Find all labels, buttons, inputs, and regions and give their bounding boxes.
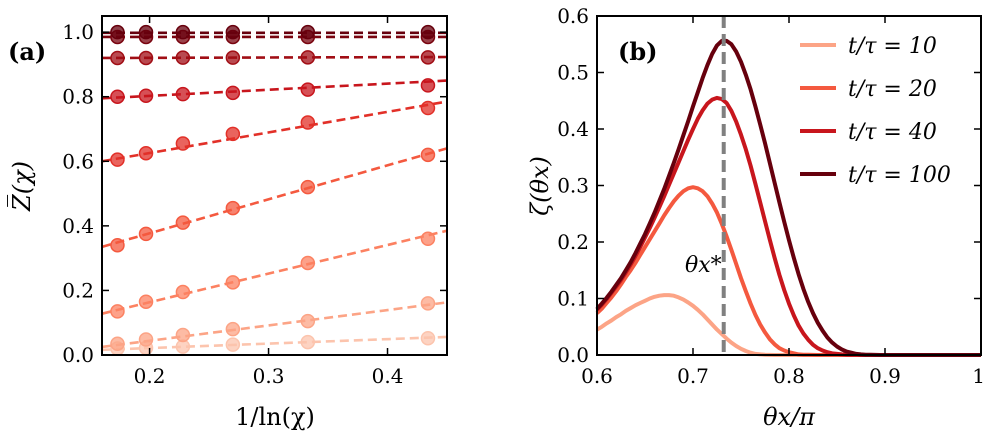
- panel-a: 0.2 0.3 0.40.00.20.40.60.81.0 (a) 1/ln(χ) …: [8, 15, 448, 431]
- data-point-1-3: [225, 321, 241, 337]
- panel-b-legend: t/τ = 10 t/τ = 20 t/τ = 40 t/τ = 100: [800, 34, 951, 188]
- data-point-3-3: [225, 200, 241, 216]
- data-point-4-1: [138, 145, 154, 161]
- a-xtick-label: 0.3: [253, 364, 285, 388]
- b-xtick-label: 0.6: [581, 364, 613, 388]
- panel-b-label: (b): [618, 37, 658, 66]
- theta-star-annotation: θx*: [685, 253, 722, 278]
- a-ytick-label: 0.4: [62, 214, 94, 238]
- data-point-8-5: [420, 24, 436, 40]
- data-point-4-2: [175, 136, 191, 151]
- data-point-6-4: [300, 50, 316, 65]
- fit-line-4: [101, 100, 448, 163]
- legend-label-0: t/τ = 10: [848, 34, 937, 59]
- data-point-4-3: [225, 126, 241, 142]
- data-point-8-1: [138, 24, 154, 40]
- b-ytick-label: 0.4: [557, 117, 589, 141]
- data-point-5-2: [175, 86, 191, 102]
- panel-b-ticks: 0.6 0.7 0.8 0.9 1 0.0 0.1 0.2 0.3 0.4 0.5 0.6: [557, 4, 985, 388]
- data-point-5-0: [110, 89, 125, 104]
- data-point-0-3: [225, 337, 241, 352]
- data-point-6-3: [225, 50, 241, 65]
- a-ytick-label: 0.0: [62, 343, 94, 367]
- data-point-5-4: [300, 82, 316, 97]
- fit-line-6: [101, 55, 448, 60]
- data-point-0-5: [420, 330, 436, 346]
- a-xtick-label: 0.2: [134, 364, 166, 388]
- data-point-2-0: [110, 304, 125, 319]
- data-point-1-1: [138, 332, 154, 347]
- panel-b-xlabel: θx/π: [763, 403, 816, 431]
- panel-b-ylabel: ζ(θx): [526, 156, 554, 216]
- b-ytick-label: 0.0: [557, 343, 589, 367]
- data-point-5-5: [420, 78, 436, 93]
- a-ytick-label: 0.2: [62, 278, 94, 302]
- data-point-2-2: [175, 284, 191, 300]
- data-point-5-3: [225, 85, 241, 101]
- data-point-6-5: [420, 50, 436, 65]
- data-point-5-1: [138, 88, 154, 103]
- a-ytick-label: 0.8: [62, 85, 94, 109]
- data-point-3-2: [175, 215, 191, 230]
- data-point-3-4: [300, 179, 316, 195]
- data-point-6-1: [138, 50, 154, 66]
- panel-a-series: [101, 24, 448, 356]
- fit-line-1: [101, 301, 448, 349]
- data-point-6-2: [175, 50, 191, 65]
- data-point-1-4: [300, 313, 316, 329]
- panel-a-xlabel: 1/ln(χ): [235, 403, 315, 431]
- fit-line-2: [101, 229, 448, 315]
- fit-line-0: [101, 335, 448, 352]
- a-ytick-label: 1.0: [62, 20, 94, 44]
- legend-label-2: t/τ = 40: [848, 120, 937, 145]
- data-point-8-0: [110, 24, 125, 40]
- data-point-2-5: [420, 231, 436, 247]
- data-point-3-5: [420, 147, 436, 163]
- legend-label-1: t/τ = 20: [848, 77, 937, 102]
- b-ytick-label: 0.1: [557, 287, 589, 311]
- b-xtick-label: 0.9: [869, 364, 901, 388]
- data-point-1-2: [175, 327, 191, 343]
- data-point-0-4: [300, 334, 316, 350]
- data-point-1-0: [110, 336, 125, 351]
- data-point-2-4: [300, 255, 316, 271]
- panel-a-ticks: 0.2 0.3 0.4 0.0 0.2 0.4 0.6 0.8 1.0: [62, 16, 447, 388]
- data-point-3-0: [110, 237, 125, 253]
- data-point-1-5: [420, 296, 436, 311]
- b-xtick-label: 0.8: [773, 364, 805, 388]
- data-point-8-4: [300, 24, 316, 40]
- data-point-4-5: [420, 100, 436, 116]
- b-ytick-label: 0.5: [557, 61, 589, 85]
- panel-a-label: (a): [8, 37, 46, 66]
- a-xtick-label: 0.4: [372, 364, 404, 388]
- b-ytick-label: 0.2: [557, 230, 589, 254]
- data-point-4-0: [110, 152, 125, 167]
- data-point-3-1: [138, 226, 154, 242]
- panel-a-ylabel: Z̅(χ): [8, 161, 36, 212]
- a-ytick-label: 0.6: [62, 149, 94, 173]
- b-xtick-label: 1: [972, 364, 985, 388]
- data-point-8-2: [175, 24, 191, 40]
- data-point-8-3: [225, 24, 241, 40]
- panel-b: 0.6 0.7 0.8 0.9 1 0.0 0.1 0.2 0.3 0.4 0.5 0.6 (b) θ…: [526, 4, 985, 431]
- data-point-2-3: [225, 275, 241, 290]
- data-point-4-4: [300, 115, 316, 130]
- b-ytick-label: 0.3: [557, 174, 589, 198]
- b-ytick-label: 0.6: [557, 4, 589, 28]
- b-xtick-label: 0.7: [677, 364, 709, 388]
- data-point-6-0: [110, 50, 125, 66]
- fit-line-3: [101, 147, 448, 249]
- fit-line-5: [101, 79, 448, 100]
- panel-a-frame: [101, 15, 448, 356]
- data-point-2-1: [138, 294, 154, 309]
- legend-label-3: t/τ = 100: [848, 163, 951, 188]
